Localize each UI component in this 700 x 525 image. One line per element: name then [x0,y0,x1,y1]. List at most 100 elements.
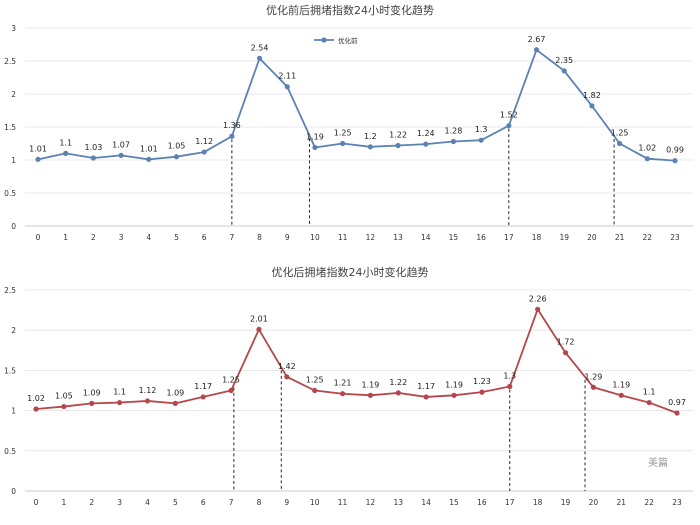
data-point [423,141,429,147]
data-point [61,403,67,410]
x-tick-label: 6 [201,498,206,507]
data-label: 1.42 [278,362,296,371]
data-label: 1.05 [168,142,186,151]
y-tick-label: 1 [11,156,16,165]
x-tick-label: 17 [505,498,515,507]
x-tick-label: 21 [615,233,625,242]
data-point [284,84,290,90]
data-label: 2.54 [251,43,269,52]
data-point [535,306,541,312]
data-point [146,156,152,162]
x-tick-label: 5 [173,498,178,507]
data-point [173,154,180,160]
legend-marker [321,37,327,43]
data-point [395,390,401,396]
x-tick-label: 5 [174,233,179,242]
data-label: 2.11 [278,72,296,81]
data-point [35,156,41,162]
data-label: 1.25 [306,376,324,385]
data-point [284,374,290,380]
x-tick-label: 1 [61,498,66,507]
chart-title: 优化后拥堵指数24小时变化趋势 [272,265,429,279]
data-label: 1.2 [364,132,377,141]
x-tick-label: 16 [476,233,486,242]
data-label: 1.03 [84,143,102,152]
x-tick-label: 9 [285,233,290,242]
data-label: 1.12 [139,386,157,395]
data-label: 1.17 [417,382,435,391]
y-tick-label: 2.5 [4,286,16,295]
data-label: 1.25 [611,129,629,138]
x-tick-label: 10 [310,498,320,507]
x-tick-label: 4 [145,498,150,507]
data-label: 1.07 [112,140,130,149]
data-label: 2.67 [528,35,546,44]
y-tick-label: 0.5 [4,189,16,198]
data-label: 1.17 [194,382,212,391]
x-tick-label: 2 [91,233,96,242]
x-tick-label: 10 [310,233,320,242]
legend-label: 优化前 [338,36,358,45]
data-label: 0.97 [668,398,686,407]
data-point [229,133,235,139]
data-label: 1.3 [475,125,488,134]
x-tick-label: 4 [146,233,151,242]
chart-after-optimization: 优化后拥堵指数24小时变化趋势 00.511.522.50 1 2 3 4 5 6 7 8 9 10… [4,265,693,507]
data-label: 1.19 [612,380,630,389]
x-tick-label: 19 [559,233,569,242]
data-label: 1.22 [389,378,407,387]
x-tick-label: 17 [504,233,514,242]
x-tick-label: 7 [229,233,234,242]
data-point [617,140,623,147]
data-point [506,123,512,129]
y-tick-label: 3 [11,24,16,33]
data-label: 1.25 [334,129,352,138]
x-tick-label: 13 [393,233,403,242]
y-tick-label: 1.5 [4,366,16,375]
data-point [507,383,513,390]
data-point [118,152,124,158]
x-tick-label: 22 [644,498,654,507]
x-tick-label: 21 [616,498,626,507]
data-label: 1.36 [223,121,241,130]
x-tick-label: 0 [36,233,41,242]
data-label: 1.29 [584,372,602,381]
data-point [451,392,457,398]
x-tick-label: 3 [117,498,122,507]
data-label: 1.21 [334,379,352,388]
data-point [423,394,429,400]
data-label: 1.22 [389,130,407,139]
x-tick-label: 14 [421,498,431,507]
x-tick-label: 8 [257,498,262,507]
x-tick-label: 12 [366,233,376,242]
data-point [562,350,569,356]
data-label: 1.24 [417,129,435,138]
data-point [590,384,596,390]
x-tick-label: 18 [533,498,543,507]
data-point [589,103,595,109]
data-point [395,142,401,149]
data-point [450,138,457,145]
x-tick-label: 2 [89,498,94,507]
chart-title: 优化前后拥堵指数24小时变化趋势 [266,3,434,17]
data-label: 1.3 [503,371,516,380]
data-point [90,155,96,161]
plot-area: 00.511.522.50 1 2 3 4 5 6 7 8 9 10 11 12 13 14 15 16 17 18… [4,286,693,507]
data-point [479,389,485,395]
data-label: 1.23 [473,377,491,386]
data-point [256,55,263,61]
data-point [674,410,680,416]
x-tick-label: 0 [34,498,39,507]
data-label: 1.1 [643,388,656,397]
series-line [37,48,676,162]
data-point [367,392,374,398]
x-tick-label: 6 [202,233,207,242]
data-label: 1.1 [59,138,72,147]
y-tick-label: 1.5 [4,123,16,132]
data-label: 0.99 [666,146,684,155]
data-label: 2.26 [529,294,547,303]
data-point [312,144,318,151]
x-tick-label: 15 [449,233,459,242]
data-point [256,326,262,332]
x-tick-label: 8 [257,233,262,242]
